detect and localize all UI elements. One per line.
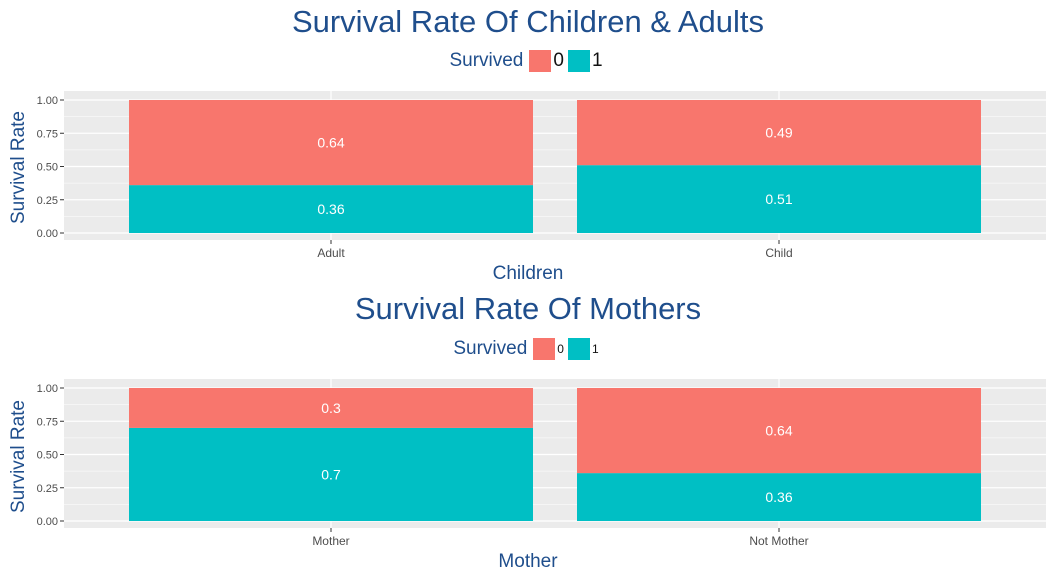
x-tick-label: Mother	[312, 534, 349, 548]
legend-key-0	[533, 338, 556, 360]
data-label: 0.7	[321, 466, 341, 482]
x-tick-label: Child	[765, 246, 792, 260]
y-tick-label: 0.50	[37, 162, 58, 174]
y-tick-label: 0.75	[37, 128, 58, 140]
legend-title: Survived	[449, 50, 524, 71]
y-tick-label: 1.00	[37, 383, 58, 395]
bar-died-adult	[129, 100, 533, 186]
y-tick-label: 0.75	[37, 416, 58, 428]
legend-label-1: 1	[591, 342, 599, 356]
x-axis-title: Mother	[498, 551, 558, 572]
legend-label-0: 0	[553, 50, 564, 71]
bar-survived-adult	[129, 185, 533, 233]
y-tick-label: 0.25	[37, 483, 58, 495]
bar-died-child	[577, 100, 981, 166]
plot-area: 0.00 0.25 0.50 0.75 1.00 0.36 0.64 Adult 0.51 0.4…	[37, 91, 1046, 260]
y-tick-label: 0.00	[37, 228, 58, 240]
plot-area: 0.00 0.25 0.50 0.75 1.00 0.7 0.3 Mother 0.36 0.64…	[37, 379, 1046, 548]
chart-title: Survival Rate Of Mothers	[354, 291, 702, 326]
x-tick-label: Adult	[317, 246, 345, 260]
bar-survived-mother	[129, 427, 533, 521]
data-label: 0.64	[765, 423, 792, 439]
data-label: 0.36	[765, 489, 792, 505]
chart-panel-mothers: Survival Rate Of Mothers Survived 0 1 0.…	[0, 288, 1056, 576]
legend-key-0	[529, 50, 552, 72]
bar-died-not-mother	[577, 388, 981, 474]
data-label: 0.36	[317, 201, 344, 217]
data-label: 0.51	[765, 191, 792, 207]
legend: Survived 0 1	[0, 337, 1056, 361]
data-label: 0.49	[765, 125, 792, 141]
y-tick-label: 0.25	[37, 195, 58, 207]
bar-survived-child	[577, 165, 981, 233]
legend-key-1	[567, 338, 590, 360]
x-tick-label: Not Mother	[749, 534, 808, 548]
bar-survived-not-mother	[577, 473, 981, 521]
y-tick-label: 1.00	[37, 95, 58, 107]
y-axis-title: Survival Rate	[8, 111, 29, 224]
y-tick-label: 0.50	[37, 450, 58, 462]
y-tick-label: 0.00	[37, 516, 58, 528]
legend-title: Survived	[453, 338, 528, 359]
legend-label-0: 0	[557, 342, 564, 356]
chart-panel-children: Survival Rate Of Children & Adults Survi…	[0, 4, 1056, 284]
x-axis-title: Children	[492, 263, 564, 284]
chart-title: Survival Rate Of Children & Adults	[291, 4, 765, 39]
legend: Survived 0 1	[0, 49, 1056, 73]
legend-label-1: 1	[591, 50, 603, 71]
data-label: 0.64	[317, 135, 344, 151]
y-axis-title: Survival Rate	[8, 400, 29, 513]
legend-key-1	[567, 50, 590, 72]
bar-died-mother	[129, 388, 533, 428]
data-label: 0.3	[321, 400, 341, 416]
